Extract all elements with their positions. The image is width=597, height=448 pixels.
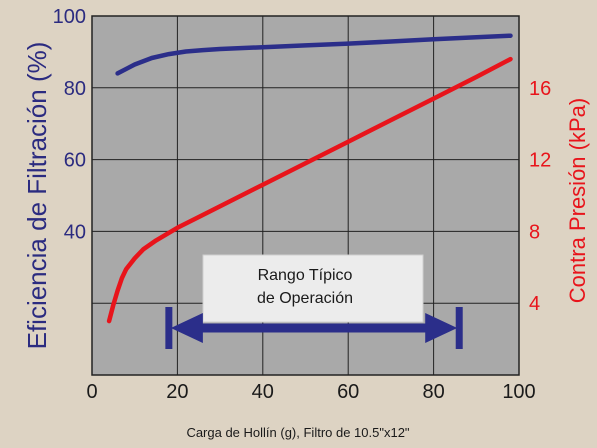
annotation-box: [202, 254, 424, 323]
series-group: [106, 33, 513, 324]
y-left-tick-label: 80: [64, 78, 86, 100]
x-tick-label: 60: [337, 381, 359, 403]
y-right-tick-label: 8: [529, 221, 540, 243]
series-line-efficiency: [115, 33, 513, 76]
y-left-tick-label: 40: [64, 221, 86, 243]
annotation-line-2: de Operación: [257, 290, 353, 307]
y-right-tick-label: 16: [529, 78, 551, 100]
operation-range-arrow: [165, 307, 463, 349]
y-left-tick-label: 100: [53, 6, 86, 28]
y-axis-right-title: Contra Presión (kPa): [565, 98, 590, 303]
series-line-pressure: [106, 56, 513, 324]
y-left-tick-label: 60: [64, 150, 86, 172]
x-tick-label: 40: [252, 381, 274, 403]
ticks: 0 20 40 60 80 100 40 60 80 100 4 8 12 16: [53, 6, 552, 403]
annotation-line-1: Rango Típico: [258, 267, 353, 284]
y-axis-left-title: Eficiencia de Filtración (%): [22, 42, 52, 350]
x-tick-label: 100: [502, 381, 535, 403]
y-right-tick-label: 12: [529, 150, 551, 172]
x-axis-title: Carga de Hollín (g), Filtro de 10.5"x12": [186, 425, 409, 440]
arrow-head-right: [425, 313, 458, 343]
x-tick-label: 20: [166, 381, 188, 403]
y-right-tick-label: 4: [529, 293, 540, 315]
x-tick-label: 80: [422, 381, 444, 403]
arrow-head-left: [170, 313, 203, 343]
x-tick-label: 0: [86, 381, 97, 403]
